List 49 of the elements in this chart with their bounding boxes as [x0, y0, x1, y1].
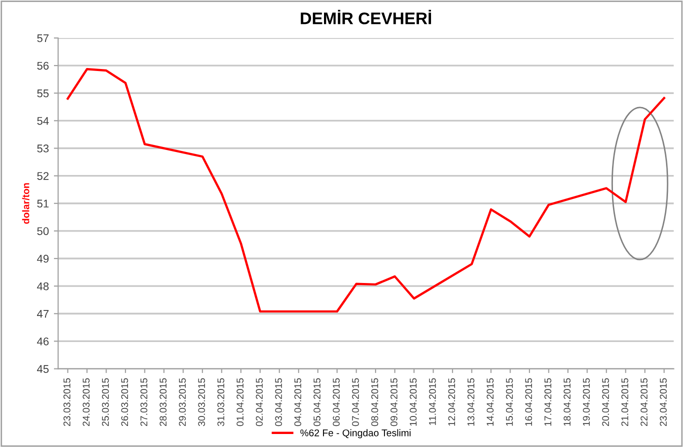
- y-tick-label: 47: [37, 310, 49, 318]
- x-tick-label: 19.04.2015: [582, 378, 590, 426]
- x-tick-label: 28.03.2015: [160, 378, 167, 426]
- x-tick-label: 20.04.2015: [602, 378, 610, 426]
- x-tick-label: 22.04.2015: [640, 378, 648, 426]
- x-tick-label: 14.04.2015: [486, 378, 494, 426]
- y-tick-label: 50: [37, 227, 49, 236]
- x-tick-label: 04.04.2015: [294, 378, 302, 426]
- x-tick-label: 15.04.2015: [506, 378, 513, 426]
- x-tick-label: 27.03.2015: [140, 378, 148, 426]
- x-tick-label: 30.03.2015: [198, 378, 206, 426]
- x-tick-label: 03.04.2015: [275, 378, 282, 426]
- x-tick-label: 07.04.2015: [352, 378, 359, 426]
- y-tick-label: 46: [37, 337, 49, 346]
- y-tick-label: 57: [37, 34, 49, 42]
- y-axis-title: dolar/ton: [22, 183, 30, 224]
- x-tick-label: 21.04.2015: [621, 378, 628, 426]
- x-tick-label: 02.04.2015: [256, 378, 263, 426]
- x-tick-label: 13.04.2015: [467, 378, 474, 426]
- x-tick-label: 26.03.2015: [121, 378, 128, 426]
- y-tick-label: 51: [37, 200, 49, 208]
- y-tick-label: 55: [37, 90, 49, 98]
- x-tick-label: 31.03.2015: [217, 378, 224, 426]
- y-tick-label: 45: [37, 365, 49, 373]
- y-tick-label: 48: [37, 282, 49, 290]
- x-tick-label: 25.03.2015: [102, 378, 109, 426]
- line-series: [66, 68, 666, 313]
- chart-title: DEMİR CEVHERİ: [300, 10, 432, 24]
- y-tick-label: 53: [37, 144, 49, 152]
- x-tick-label: 12.04.2015: [448, 378, 456, 426]
- x-tick-label: 08.04.2015: [371, 378, 378, 426]
- y-tick-label: 49: [37, 254, 49, 263]
- x-tick-label: 23.03.2015: [63, 378, 70, 426]
- x-tick-label: 05.04.2015: [314, 378, 320, 426]
- y-tick-label: 54: [37, 117, 49, 125]
- y-tick-label: 52: [37, 172, 49, 180]
- x-tick-label: 09.04.2015: [390, 378, 398, 426]
- x-tick-label: 06.04.2015: [332, 378, 340, 426]
- x-tick-label: 16.04.2015: [525, 378, 532, 426]
- x-tick-label: 18.04.2015: [564, 378, 571, 426]
- x-tick-label: 29.03.2015: [178, 378, 186, 426]
- y-tick-label: 56: [37, 62, 49, 70]
- x-tick-label: 10.04.2015: [410, 378, 417, 426]
- x-tick-label: 23.04.2015: [660, 378, 667, 426]
- legend-label: %62 Fe - Qingdao Teslimi: [300, 429, 411, 438]
- x-tick-label: 24.03.2015: [82, 378, 90, 426]
- x-tick-label: 01.04.2015: [236, 378, 244, 426]
- x-tick-label: 11.04.2015: [428, 378, 436, 425]
- x-tick-label: 17.04.2015: [544, 378, 552, 426]
